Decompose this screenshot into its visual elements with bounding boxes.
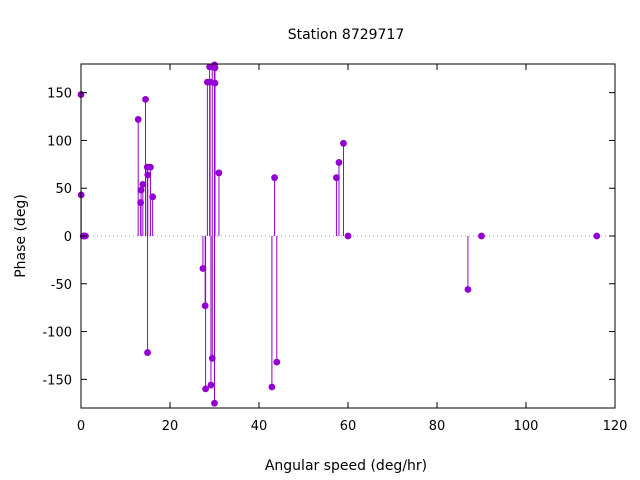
data-point [271,174,278,182]
x-tick-label: 100 [514,419,539,434]
data-point [215,169,223,177]
data-point [211,64,219,72]
data-point [144,349,151,356]
data-point [147,163,154,171]
x-axis: 0 20 40 60 80 100 120 [77,64,628,434]
data-point [478,232,485,240]
x-tick-label: 40 [251,419,268,434]
data-point [340,139,347,147]
y-tick-label: -50 [51,278,72,293]
x-tick-label: 0 [77,419,85,434]
x-axis-label: Angular speed (deg/hr) [265,458,427,474]
data-point [139,181,147,188]
y-tick-label: -150 [42,373,72,388]
x-tick-label: 60 [340,419,357,434]
chart-title: Station 8729717 [288,27,405,43]
data-point [137,186,145,194]
data-point [199,265,207,272]
data-point [211,399,218,407]
y-tick-label: 150 [47,87,72,102]
data-point [344,232,352,240]
data-point [142,95,149,103]
y-tick-label: 100 [47,134,72,149]
x-tick-label: 20 [162,419,179,434]
data-point [201,302,209,310]
data-point [208,354,216,362]
y-axis: -150 -100 -50 0 50 100 150 [42,87,615,388]
data-point [273,358,281,366]
data-point [202,385,210,393]
data-point [137,199,145,206]
data-point [593,232,601,240]
data-point [149,193,157,201]
data-point [207,381,215,389]
data-point [268,383,276,391]
data-point [211,79,219,87]
y-tick-label: 0 [64,230,72,245]
data-point [333,174,340,182]
data-point [144,171,152,179]
data-point [335,159,343,166]
x-tick-label: 120 [603,419,628,434]
y-tick-label: 50 [55,182,72,197]
stems [80,64,469,404]
data-point [134,116,142,123]
y-tick-label: -100 [42,326,72,341]
y-axis-label: Phase (deg) [13,194,29,278]
data-point [464,286,472,293]
x-tick-label: 80 [429,419,446,434]
